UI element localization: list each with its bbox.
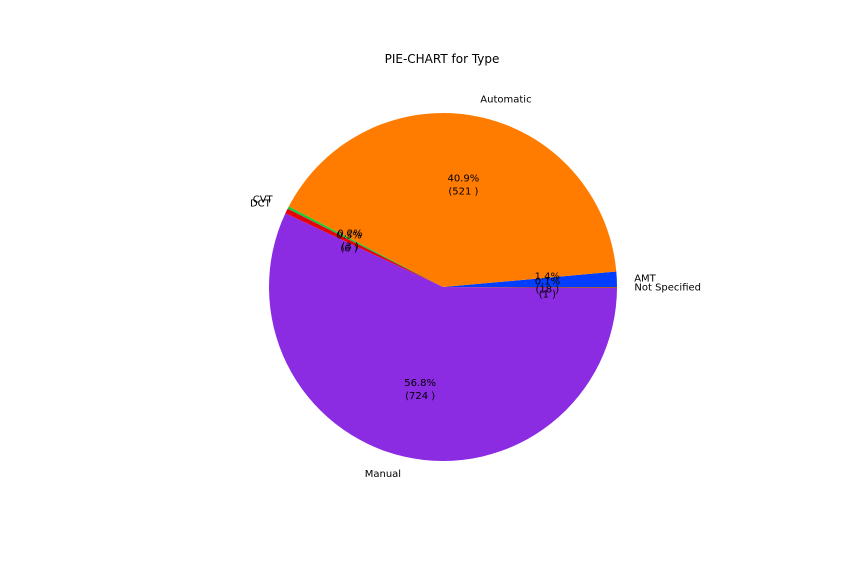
slice-percent-dct: 0.5%: [336, 230, 361, 241]
pie-slice-not-specified: [443, 287, 617, 288]
slice-count-dct: (6 ): [340, 243, 357, 254]
slice-percent-automatic: 40.9%: [447, 174, 479, 185]
pie-slice-manual: [268, 213, 617, 462]
slice-label-amt: AMT: [634, 274, 656, 285]
pie-slice-cvt: [287, 206, 443, 287]
slice-percent-amt: 1.4%: [535, 271, 560, 282]
slice-count-amt: (18 ): [535, 284, 559, 295]
pie-labels: AMT 1.4% (18 ) Automatic 40.9% (521 ) CVT 0.2% (…: [250, 94, 701, 479]
slice-label-manual: Manual: [365, 469, 401, 480]
slice-label-not-specified: Not Specified: [634, 282, 701, 293]
chart-title: PIE-CHART for Type: [385, 52, 500, 66]
slice-label-cvt: CVT: [253, 195, 274, 206]
pie-slice-amt: [443, 271, 617, 287]
slice-label-dct: DCT: [250, 198, 272, 209]
slice-count-manual: (724 ): [405, 391, 435, 402]
slice-count-not-specified: (1 ): [539, 289, 556, 300]
pie-slice-dct: [285, 208, 443, 287]
slice-percent-cvt: 0.2%: [337, 228, 362, 239]
slice-count-cvt: (3 ): [341, 241, 358, 252]
slice-count-automatic: (521 ): [448, 187, 478, 198]
slice-label-automatic: Automatic: [480, 94, 531, 105]
slice-percent-manual: 56.8%: [404, 378, 436, 389]
slice-percent-not-specified: 0.1%: [535, 276, 560, 287]
pie-slice-automatic: [288, 112, 617, 287]
pie-slices: [268, 112, 617, 462]
